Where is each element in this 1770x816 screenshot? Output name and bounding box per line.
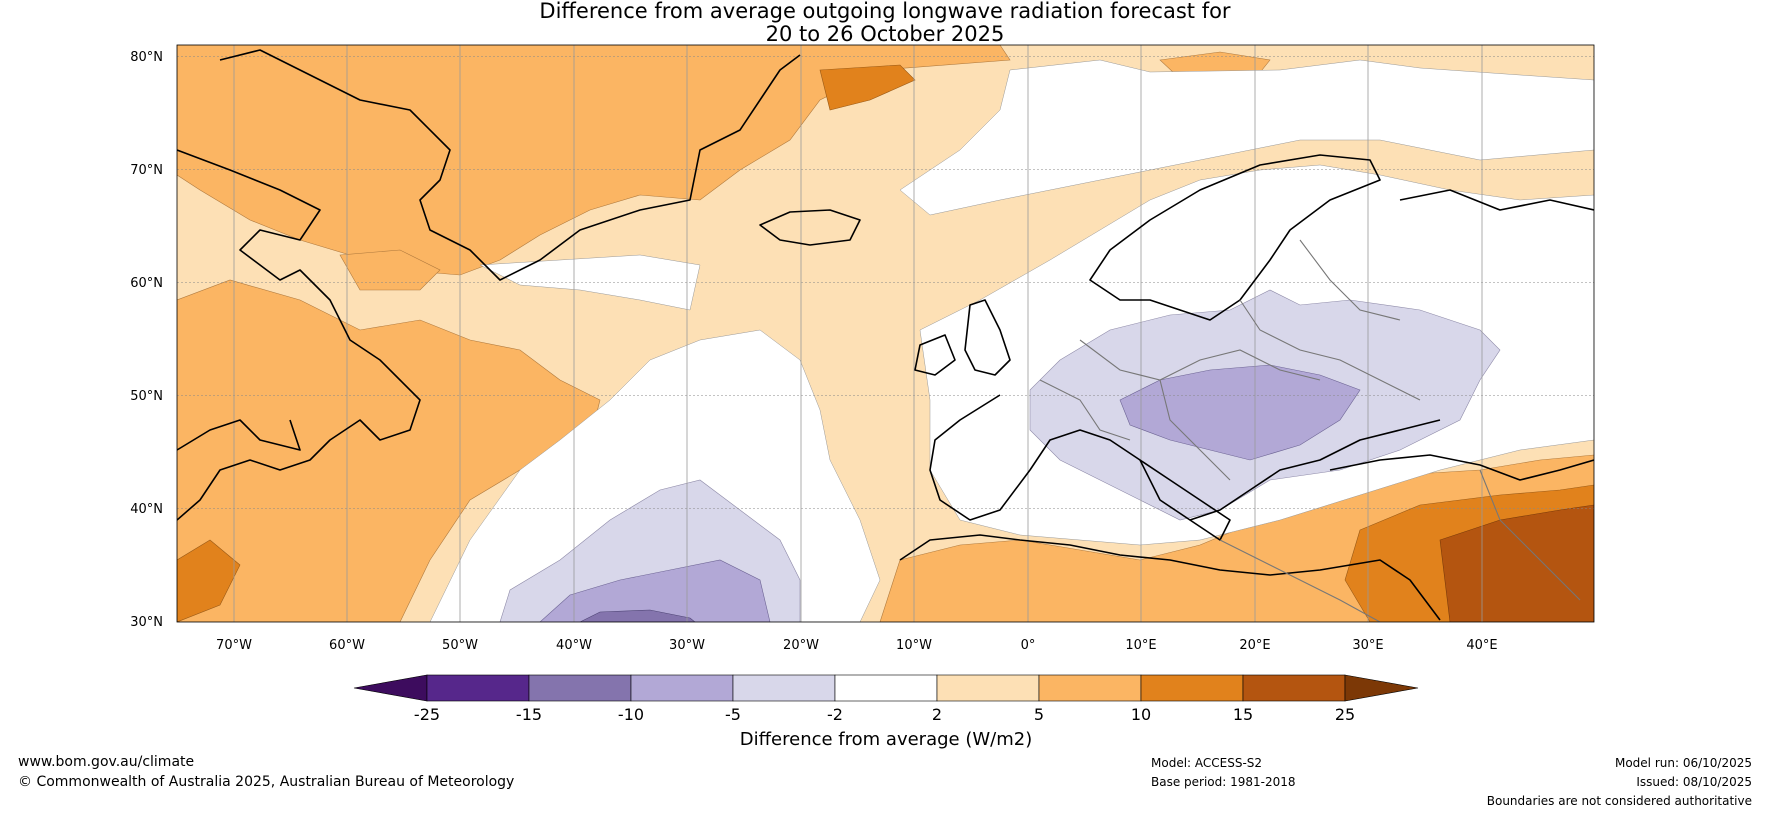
footer-base-period: Base period: 1981-2018: [1151, 775, 1296, 789]
anomaly-atlantic-neg-10-15: [579, 609, 696, 622]
borders: [1039, 239, 1581, 622]
lon-label: 30°W: [669, 638, 705, 653]
lon-label: 60°W: [329, 638, 365, 653]
colorbar-swatch: [834, 674, 938, 702]
coast-western-europe: [929, 394, 1441, 521]
colorbar-tick: -2: [827, 705, 843, 724]
anomaly-atlantic-neg-5-10: [539, 559, 771, 622]
anomaly-greenland-10-15: [819, 64, 916, 111]
colorbar-tick: 5: [1034, 705, 1044, 724]
lon-label: 30°E: [1352, 638, 1383, 653]
coast-scandinavia: [1089, 154, 1381, 321]
coast-canada-south: [177, 419, 301, 451]
coast-italy: [1139, 459, 1231, 541]
lat-label: 60°N: [130, 276, 163, 291]
anomaly-field: [177, 45, 1594, 622]
colorbar-tick: -25: [414, 705, 440, 724]
colorbar-swatch: [1038, 674, 1142, 702]
footer-model: Model: ACCESS-S2: [1151, 756, 1263, 770]
lon-label: 70°W: [216, 638, 252, 653]
coast-ireland: [914, 334, 956, 376]
coast-labrador: [177, 149, 421, 521]
meridians: [233, 45, 1483, 622]
lat-label: 70°N: [130, 163, 163, 178]
title-line-1: Difference from average outgoing longwav…: [539, 0, 1231, 23]
lon-label: 40°W: [556, 638, 592, 653]
lon-axis: 70°W 60°W 50°W 40°W 30°W 20°W 10°W 0° 10…: [216, 638, 1498, 653]
lon-label: 20°W: [783, 638, 819, 653]
map-frame: [176, 44, 1595, 623]
colorbar-swatch: [732, 674, 836, 702]
colorbar-extend-min: [353, 674, 428, 702]
lon-label: 20°E: [1239, 638, 1270, 653]
lon-label: 50°W: [442, 638, 478, 653]
coast-iceland: [759, 209, 861, 246]
colorbar-swatch: [1140, 674, 1244, 702]
lon-label: 10°W: [896, 638, 932, 653]
anomaly-central-europe-neg-5-10: [1119, 364, 1361, 461]
colorbar: -25 -15 -10 -5 -2 2 5 10 15 25 Differenc…: [353, 674, 1419, 750]
anomaly-labrador-5-10: [339, 249, 441, 291]
coastlines: [177, 49, 1594, 621]
footer-issued: Issued: 08/10/2025: [1636, 775, 1752, 789]
anomaly-west-atlantic-5-10: [177, 279, 601, 622]
colorbar-tick: -15: [516, 705, 542, 724]
graticule: [177, 56, 1594, 509]
colorbar-tick: -10: [618, 705, 644, 724]
anomaly-arctic-neutral: [899, 59, 1594, 216]
lon-label: 0°: [1021, 638, 1036, 653]
footer-disclaimer: Boundaries are not considered authoritat…: [1486, 794, 1752, 808]
lon-label: 40°E: [1466, 638, 1497, 653]
colorbar-swatch: [426, 674, 530, 702]
colorbar-tick: 15: [1233, 705, 1253, 724]
colorbar-title: Difference from average (W/m2): [740, 729, 1032, 750]
colorbar-extend-max: [1344, 674, 1419, 702]
coast-north-africa: [899, 534, 1441, 621]
footer-copyright: © Commonwealth of Australia 2025, Austra…: [18, 774, 515, 790]
coast-black-sea: [1329, 454, 1594, 481]
lon-label: 10°E: [1125, 638, 1156, 653]
footer-website: www.bom.gov.au/climate: [18, 754, 195, 770]
colorbar-swatch: [528, 674, 632, 702]
map-title: Difference from average outgoing longwav…: [0, 0, 1770, 46]
anomaly-canada-10-15: [177, 539, 241, 622]
lat-label: 30°N: [130, 615, 163, 630]
footer-model-run: Model run: 06/10/2025: [1614, 756, 1752, 770]
colorbar-tick: 10: [1131, 705, 1151, 724]
coast-britain: [964, 299, 1011, 376]
coast-greenland: [219, 49, 801, 281]
lat-label: 80°N: [130, 50, 163, 65]
coast-russia-north: [1399, 189, 1594, 211]
colorbar-swatch: [1242, 674, 1346, 702]
colorbar-swatch: [936, 674, 1040, 702]
colorbar-tick: -5: [725, 705, 741, 724]
colorbar-tick: 2: [932, 705, 942, 724]
lat-label: 50°N: [130, 389, 163, 404]
colorbar-swatch: [630, 674, 734, 702]
title-line-2: 20 to 26 October 2025: [765, 22, 1005, 46]
lat-label: 40°N: [130, 502, 163, 517]
lat-axis: 80°N 70°N 60°N 50°N 40°N 30°N: [130, 50, 163, 630]
colorbar-tick: 25: [1335, 705, 1355, 724]
